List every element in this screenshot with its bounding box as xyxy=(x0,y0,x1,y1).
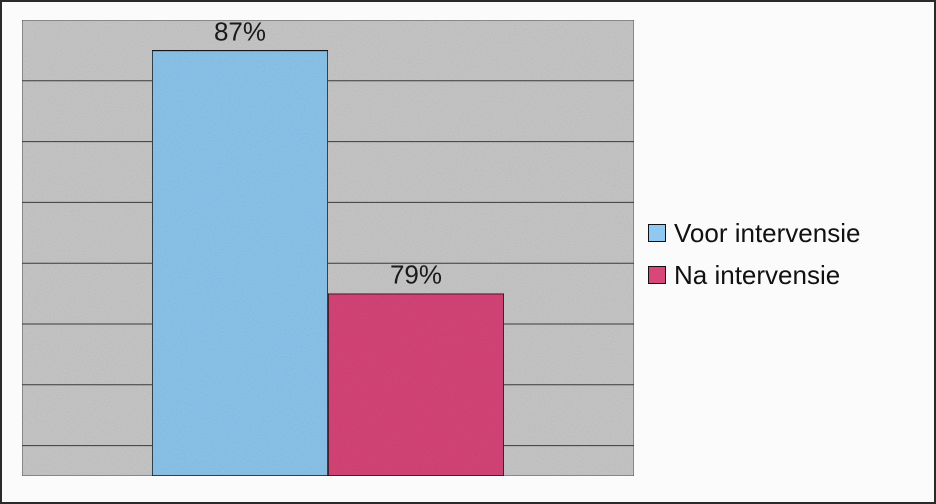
legend-swatch-na xyxy=(648,266,666,284)
legend-item-voor: Voor intervensie xyxy=(648,212,860,254)
legend: Voor intervensie Na intervensie xyxy=(648,212,860,296)
legend-swatch-voor xyxy=(648,224,666,242)
bars xyxy=(151,49,505,477)
bar-na-intervensie xyxy=(327,292,505,477)
data-labels: 87% 79% xyxy=(214,16,442,289)
legend-label-na: Na intervensie xyxy=(674,259,841,290)
data-label: 79% xyxy=(390,260,442,290)
legend-label-voor: Voor intervensie xyxy=(674,217,861,248)
legend-item-na: Na intervensie xyxy=(648,254,860,296)
data-label: 87% xyxy=(214,16,266,46)
bar-voor-intervensie xyxy=(151,49,329,477)
